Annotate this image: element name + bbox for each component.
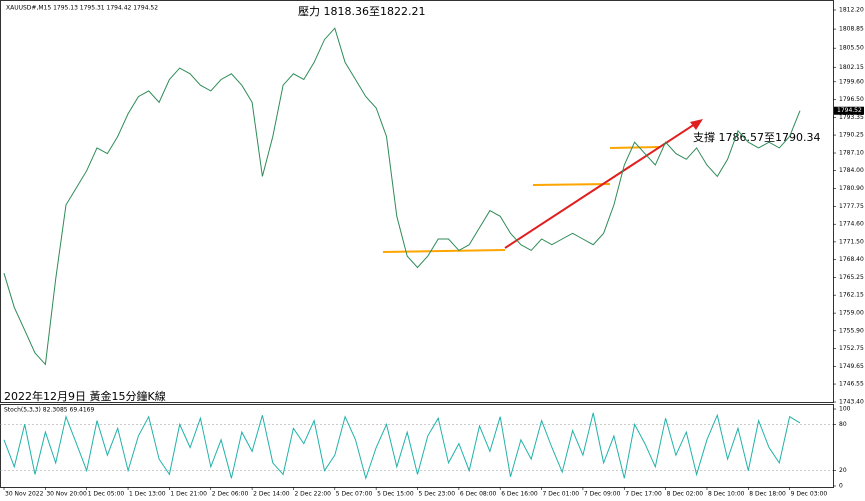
y-tick-label: 1746.55 — [839, 381, 864, 388]
price-label: 1794.52 — [837, 107, 862, 114]
y-tick-label: 1787.10 — [839, 150, 864, 157]
y-tick-label: 1759.00 — [839, 310, 864, 317]
x-tick-label: 6 Dec 08:00 — [460, 491, 497, 498]
header: XAUUSD#,M15 1795.13 1795.31 1794.42 1794… — [6, 5, 158, 12]
y-tick-label: 100 — [839, 406, 851, 413]
y-tick-label: 1762.15 — [839, 292, 864, 299]
y-tick-label: 1755.90 — [839, 327, 864, 334]
y-tick-label: 1768.40 — [839, 256, 864, 263]
annotation: 支撐 1786.57至1790.34 — [693, 130, 820, 144]
x-tick-label: 1 Dec 13:00 — [129, 491, 166, 498]
y-tick-label: 20 — [839, 467, 847, 474]
level-line — [532, 183, 611, 186]
y-tick-label: 1805.50 — [839, 45, 864, 52]
x-tick-label: 1 Dec 05:00 — [88, 491, 125, 498]
series-line — [3, 412, 801, 481]
arrow-head — [690, 119, 703, 130]
x-tick-label: 9 Dec 03:00 — [791, 491, 828, 498]
x-tick-label: 2 Dec 14:00 — [253, 491, 290, 498]
x-tick-label: 5 Dec 07:00 — [336, 491, 373, 498]
x-tick-label: 2 Dec 22:00 — [294, 491, 331, 498]
y-tick-label: 1777.75 — [839, 203, 864, 210]
level-line — [382, 249, 506, 253]
y-tick-label: 1784.00 — [839, 167, 864, 174]
level-line — [609, 146, 661, 149]
x-tick-label: 7 Dec 01:00 — [543, 491, 580, 498]
y-tick-label: 1808.85 — [839, 26, 864, 33]
x-tick-label: 1 Dec 21:00 — [170, 491, 207, 498]
y-tick-label: 1774.60 — [839, 221, 864, 228]
y-tick-label: 0 — [839, 483, 843, 490]
y-tick-label: 1799.60 — [839, 78, 864, 85]
y-tick-label: 1802.15 — [839, 64, 864, 71]
y-tick-label: 1771.50 — [839, 238, 864, 245]
y-tick-label: 80 — [839, 421, 847, 428]
main-frame — [0, 0, 834, 403]
x-tick-label: 30 Nov 2022 — [5, 491, 44, 498]
y-tick-label: 1812.20 — [839, 7, 864, 14]
y-tick-label: 1752.75 — [839, 345, 864, 352]
y-tick-label: 1749.65 — [839, 363, 864, 370]
series-line — [3, 27, 801, 366]
x-tick-label: 30 Nov 20:00 — [46, 491, 87, 498]
stoch-frame — [0, 404, 834, 488]
x-tick-label: 8 Dec 02:00 — [667, 491, 704, 498]
stoch-label: Stoch(5,3,3) 82.3085 69.4169 — [4, 407, 95, 414]
y-tick-label: 1780.90 — [839, 185, 864, 192]
x-tick-label: 8 Dec 10:00 — [708, 491, 745, 498]
x-tick-label: 7 Dec 09:00 — [584, 491, 621, 498]
x-tick-label: 7 Dec 17:00 — [625, 491, 662, 498]
x-tick-label: 5 Dec 23:00 — [419, 491, 456, 498]
y-tick-label: 1765.25 — [839, 274, 864, 281]
x-tick-label: 5 Dec 15:00 — [377, 491, 414, 498]
y-tick-label: 1743.40 — [839, 399, 864, 406]
x-tick-label: 8 Dec 18:00 — [749, 491, 786, 498]
y-tick-label: 1790.25 — [839, 132, 864, 139]
support-trendline — [504, 123, 696, 249]
y-tick-label: 1796.50 — [839, 96, 864, 103]
x-tick-label: 2 Dec 06:00 — [212, 491, 249, 498]
price-tag — [834, 106, 864, 115]
annotation: 壓力 1818.36至1822.21 — [298, 5, 425, 18]
annotation: 2022年12月9日 黃金15分鐘K線 — [4, 389, 166, 403]
y-tick-label: 1793.35 — [839, 114, 864, 121]
x-tick-label: 6 Dec 16:00 — [501, 491, 538, 498]
